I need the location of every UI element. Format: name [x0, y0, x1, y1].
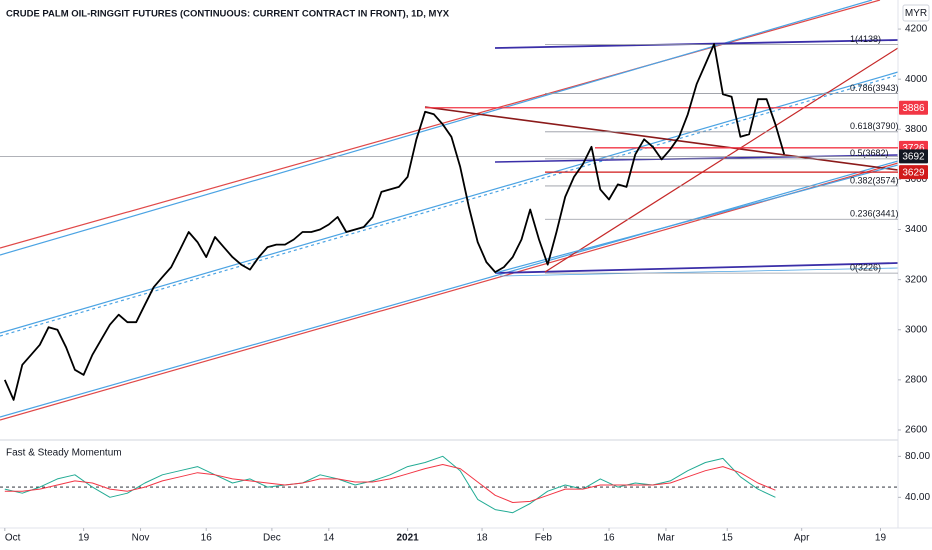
drawings — [0, 0, 899, 421]
fib-label: 0(3226) — [850, 262, 881, 272]
channel-lower-red — [0, 162, 899, 421]
x-tick-label: 18 — [476, 533, 488, 544]
downtrend — [424, 106, 899, 171]
fib-label: 0.236(3441) — [850, 209, 899, 219]
channel-lower-blue — [0, 160, 899, 418]
series-line — [3, 43, 786, 401]
channel-mid — [0, 71, 899, 334]
x-tick-label: Apr — [794, 533, 810, 544]
y-tick-label: 4000 — [905, 74, 928, 85]
x-tick-label: 15 — [722, 533, 734, 544]
channel-upper-blue — [0, 0, 873, 256]
x-tick-label: 16 — [603, 533, 615, 544]
x-tick-label: Oct — [5, 533, 21, 544]
y-tick-label: 3800 — [905, 124, 928, 135]
series-line — [4, 464, 776, 503]
fib-label: 1(4138) — [850, 34, 881, 44]
price-label: 3692 — [902, 151, 925, 162]
price-label: 3726 — [902, 143, 925, 154]
x-tick-label: 19 — [875, 533, 887, 544]
fib-label: 0.5(3682) — [850, 148, 889, 158]
price-label-box — [899, 100, 928, 115]
fib-label: 0.618(3790) — [850, 121, 899, 131]
y-tick-label: 3600 — [905, 174, 928, 185]
y-tick-label: 3400 — [905, 224, 928, 235]
x-tick-label: Mar — [657, 533, 675, 544]
price-label-box — [899, 165, 928, 180]
blue-thin — [499, 267, 899, 277]
price-label: 3629 — [902, 167, 925, 178]
price-label: 3886 — [902, 103, 925, 114]
x-tick-label: Dec — [263, 533, 281, 544]
x-tick-label: Feb — [535, 533, 553, 544]
y-tick-label: 2600 — [905, 425, 928, 436]
x-tick-label: 2021 — [396, 533, 419, 544]
x-tick-label: 19 — [78, 533, 90, 544]
x-tick-label: 16 — [201, 533, 213, 544]
y-tick-label: 4200 — [905, 24, 928, 35]
purple-top — [494, 39, 899, 49]
x-tick-label: 14 — [323, 533, 335, 544]
indicator-title: Fast & Steady Momentum — [6, 448, 122, 459]
y-tick-label: 40.00 — [905, 492, 930, 503]
purple-bottom — [494, 262, 899, 274]
fib-label: 0.382(3574) — [850, 175, 899, 185]
price-label-box — [899, 149, 928, 164]
y-tick-label: 3000 — [905, 324, 928, 335]
y-tick-label: 3200 — [905, 274, 928, 285]
x-tick-label: Nov — [132, 533, 150, 544]
currency: MYR — [905, 8, 927, 19]
fib-label: 0.786(3943) — [850, 83, 899, 93]
y-tick-label: 2800 — [905, 375, 928, 386]
y-tick-label: 80.00 — [905, 451, 930, 462]
currency-box — [902, 4, 930, 22]
channel-upper-red — [0, 0, 881, 249]
chart-title: CRUDE PALM OIL-RINGGIT FUTURES (CONTINUO… — [6, 9, 450, 20]
uptrend — [544, 47, 899, 273]
